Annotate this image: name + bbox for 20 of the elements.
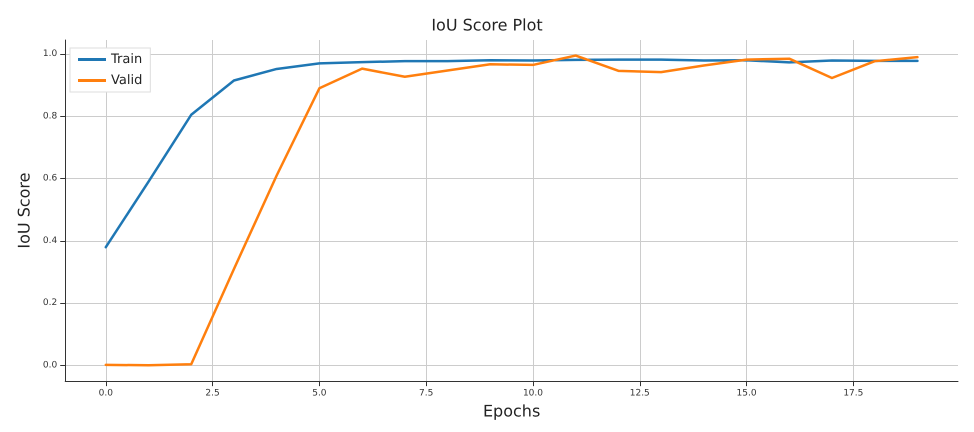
x-axis-title: Epochs xyxy=(482,402,540,420)
x-tick-label: 0.0 xyxy=(98,388,114,399)
legend-label: Valid xyxy=(111,73,142,88)
x-tick-label: 17.5 xyxy=(843,388,864,399)
y-tick-label: 0.0 xyxy=(42,360,58,371)
y-tick-label: 0.4 xyxy=(42,236,58,246)
y-tick-label: 0.2 xyxy=(42,298,58,308)
x-tick-label: 5.0 xyxy=(312,388,327,399)
chart-title: IoU Score Plot xyxy=(431,16,543,34)
legend-label: Train xyxy=(110,52,142,67)
y-tick-label: 0.8 xyxy=(42,111,58,122)
y-axis-title: IoU Score xyxy=(14,172,34,249)
y-tick-label: 0.6 xyxy=(42,174,58,184)
x-tick-label: 7.5 xyxy=(419,388,434,399)
y-tick-label: 1.0 xyxy=(42,49,58,60)
x-tick-label: 10.0 xyxy=(522,388,544,399)
x-tick-label: 2.5 xyxy=(205,388,220,399)
x-tick-label: 12.5 xyxy=(630,388,650,399)
line-series xyxy=(104,54,919,366)
x-tick-label: 15.0 xyxy=(736,388,757,399)
